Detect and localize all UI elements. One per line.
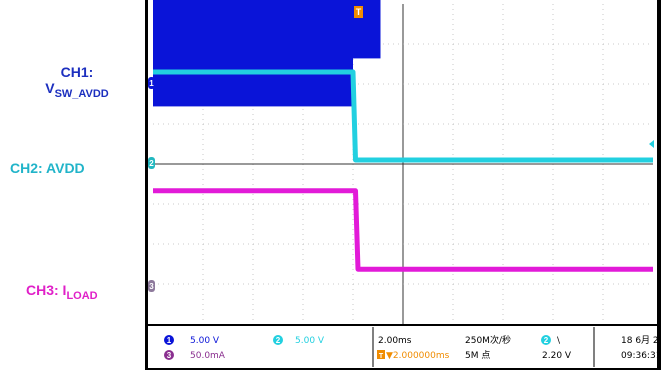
status-bar: 1 5.00 V 2 5.00 V 3 50.0mA 2.00ms T ▼2.0… xyxy=(164,327,661,367)
ch1-label-v: V xyxy=(45,80,55,96)
ch3-badge xyxy=(164,350,174,360)
ch3-label-prefix: CH3: I xyxy=(26,282,67,298)
ch1-marker: 1 xyxy=(148,77,155,89)
trigger-source-badge xyxy=(541,335,551,345)
svg-text:2: 2 xyxy=(276,336,281,345)
trigger-slope: \ xyxy=(557,336,561,346)
ch1-label-main: CH1: xyxy=(60,64,94,80)
ch2-marker: 2 xyxy=(148,157,155,169)
scope-grid xyxy=(153,4,653,324)
ch2-badge xyxy=(273,335,283,345)
trace-ch1-segment xyxy=(153,0,353,107)
timebase: 2.00ms xyxy=(378,336,412,346)
svg-text:3: 3 xyxy=(149,282,154,291)
svg-text:1: 1 xyxy=(149,79,154,88)
svg-text:2: 2 xyxy=(149,159,154,168)
ch2-scale: 5.00 V xyxy=(295,336,325,346)
ch3-label: CH3: ILOAD xyxy=(26,282,98,304)
trace-ch2 xyxy=(153,69,653,163)
trigger-marker: T xyxy=(354,6,363,18)
svg-text:3: 3 xyxy=(167,351,172,360)
sample-rate: 250M次/秒 xyxy=(465,334,511,346)
ch1-label: CH1: VSW_AVDD xyxy=(36,64,118,102)
svg-text:1: 1 xyxy=(167,336,172,345)
trigger-delay: ▼2.000000ms xyxy=(386,351,450,361)
record-length: 5M 点 xyxy=(465,350,490,361)
time: 09:36:31 xyxy=(621,351,661,361)
trace-ch3 xyxy=(153,188,653,272)
svg-text:2: 2 xyxy=(544,336,549,345)
oscilloscope-display: 1 2 3 T 1 5.00 V 2 5.00 V 3 50.0mA 2.00m… xyxy=(145,0,661,370)
ch1-scale: 5.00 V xyxy=(190,336,220,346)
trigger-level: 2.20 V xyxy=(542,351,572,361)
trigger-level-marker xyxy=(649,140,654,148)
ch3-marker: 3 xyxy=(148,280,155,292)
ch1-badge xyxy=(164,335,174,345)
ch2-label: CH2: AVDD xyxy=(10,160,85,176)
ch3-label-sub: LOAD xyxy=(66,290,98,302)
svg-text:T: T xyxy=(356,7,362,17)
scope-traces xyxy=(153,0,653,272)
date: 18 6月 2 xyxy=(621,335,659,346)
ch1-label-sub: SW_AVDD xyxy=(54,88,109,100)
svg-text:T: T xyxy=(379,353,384,360)
ch3-scale: 50.0mA xyxy=(190,351,226,361)
